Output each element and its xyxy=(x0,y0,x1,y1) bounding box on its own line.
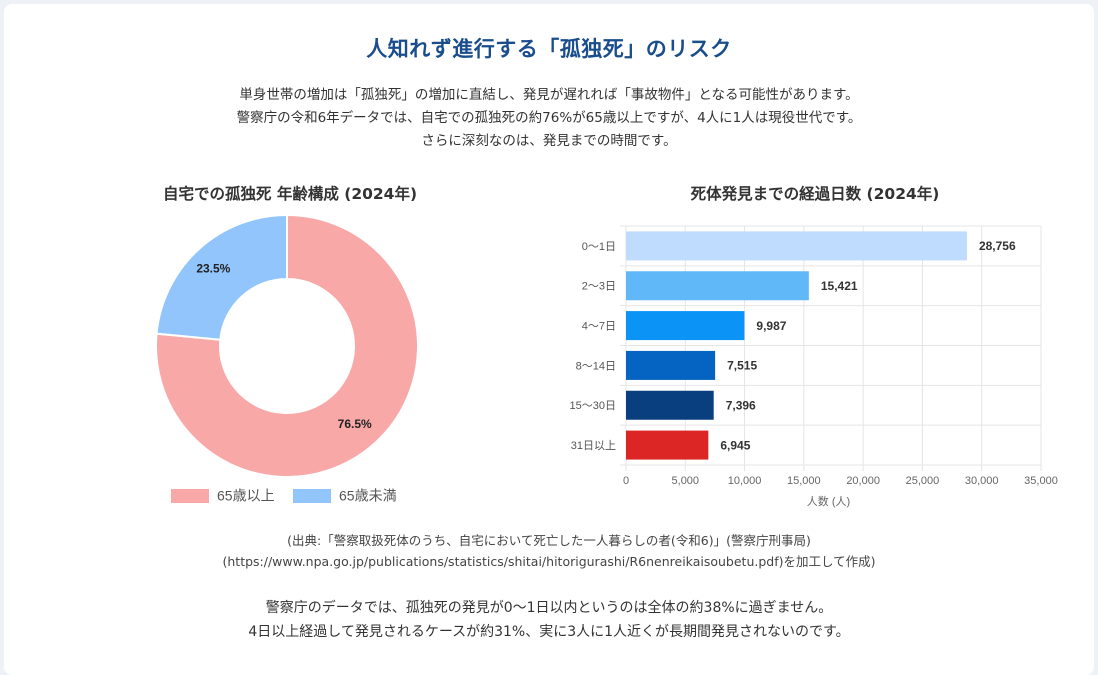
x-tick-label: 30,000 xyxy=(965,475,999,487)
source-citation: (出典:「警察取扱死体のうち、自宅において死亡した一人暮らしの者(令和6)」(警… xyxy=(0,530,1098,572)
y-category-label: 2〜3日 xyxy=(582,281,616,293)
x-tick-label: 10,000 xyxy=(728,475,762,487)
bar-value-label: 15,421 xyxy=(821,279,858,293)
legend-label: 65歳以上 xyxy=(217,488,275,504)
bar xyxy=(626,311,745,341)
y-category-label: 8〜14日 xyxy=(576,360,616,372)
x-tick-label: 25,000 xyxy=(906,475,940,487)
bar-value-label: 7,396 xyxy=(726,398,756,412)
source-link[interactable]: (https://www.npa.go.jp/publications/stat… xyxy=(222,554,876,569)
summary-text: 警察庁のデータでは、孤独死の発見が0〜1日以内というのは全体の約38%に過ぎませ… xyxy=(0,596,1098,644)
x-tick-label: 0 xyxy=(623,475,629,487)
bar-value-label: 7,515 xyxy=(727,359,757,373)
intro-line: 警察庁の令和6年データでは、自宅での孤独死の約76%が65歳以上ですが、4人に1… xyxy=(236,110,862,126)
source-line: (出典:「警察取扱死体のうち、自宅において死亡した一人暮らしの者(令和6)」(警… xyxy=(287,533,811,548)
donut-chart-title: 自宅での孤独死 年齢構成 (2024年) xyxy=(162,185,418,203)
legend-swatch xyxy=(171,489,209,503)
bar-value-label: 9,987 xyxy=(756,319,786,333)
y-category-label: 15〜30日 xyxy=(570,400,616,412)
x-tick-label: 20,000 xyxy=(846,475,880,487)
bar xyxy=(626,231,967,261)
y-category-label: 31日以上 xyxy=(571,439,616,452)
x-tick-label: 15,000 xyxy=(787,475,821,487)
bar xyxy=(626,390,714,420)
slice-value-label: 76.5% xyxy=(338,417,372,431)
bar xyxy=(626,271,809,301)
intro-line: さらに深刻なのは、発見までの時間です。 xyxy=(421,133,677,149)
donut-slice xyxy=(155,213,419,478)
donut-slice xyxy=(155,213,288,341)
y-category-label: 4〜7日 xyxy=(582,320,616,332)
intro-line: 単身世帯の増加は「孤独死」の増加に直結し、発見が遅れれば「事故物件」となる可能性… xyxy=(239,87,859,103)
bar-value-label: 28,756 xyxy=(979,239,1016,253)
x-axis-label: 人数 (人) xyxy=(807,495,850,508)
page-title: 人知れず進行する「孤独死」のリスク xyxy=(366,37,732,61)
bar xyxy=(626,350,716,380)
legend-swatch xyxy=(293,489,331,503)
legend-label: 65歳未満 xyxy=(339,488,397,504)
slice-value-label: 23.5% xyxy=(196,262,230,276)
summary-line: 4日以上経過して発見されるケースが約31%、実に3人に1人近くが長期間発見されな… xyxy=(248,624,850,640)
bar-chart-title: 死体発見までの経過日数 (2024年) xyxy=(690,185,940,203)
bar xyxy=(626,430,709,460)
summary-line: 警察庁のデータでは、孤独死の発見が0〜1日以内というのは全体の約38%に過ぎませ… xyxy=(265,600,833,616)
intro-text: 単身世帯の増加は「孤独死」の増加に直結し、発見が遅れれば「事故物件」となる可能性… xyxy=(0,84,1098,153)
y-category-label: 0〜1日 xyxy=(582,241,616,253)
x-tick-label: 35,000 xyxy=(1024,475,1058,487)
bar-value-label: 6,945 xyxy=(720,438,750,452)
x-tick-label: 5,000 xyxy=(672,475,700,487)
